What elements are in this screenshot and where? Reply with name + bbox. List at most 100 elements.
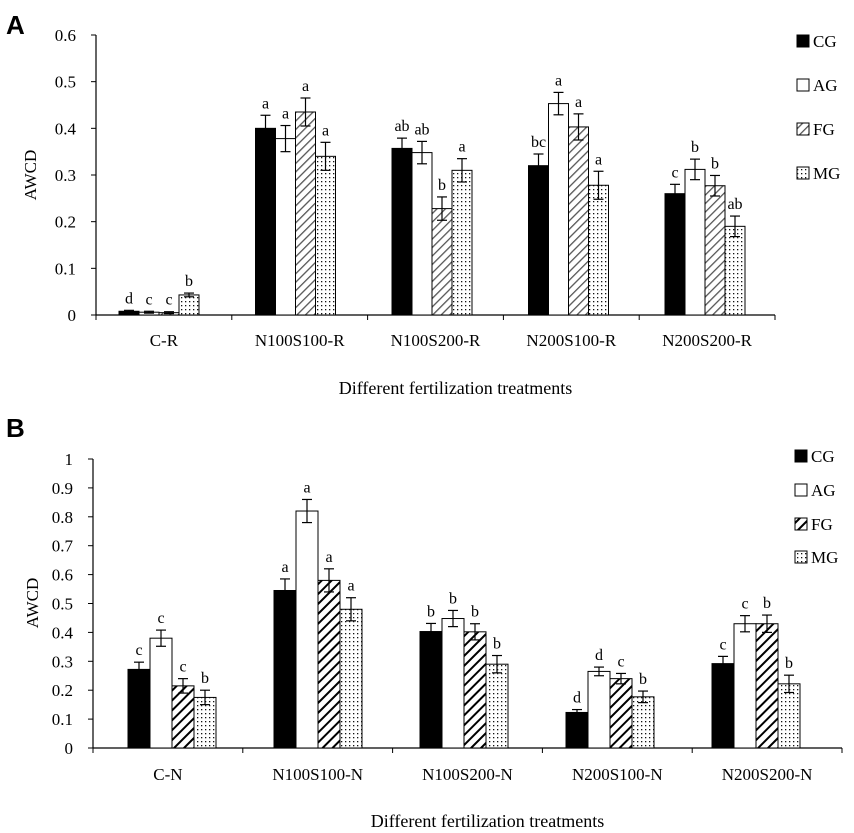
legend-label-cg: CG	[813, 32, 837, 51]
bar-mg	[178, 294, 200, 316]
bar-mg	[631, 696, 655, 749]
y-tick-label: 0.6	[52, 566, 73, 585]
bar-mg	[777, 683, 801, 749]
significance-letter: c	[179, 659, 186, 676]
bar-mg	[724, 225, 746, 316]
significance-letter: a	[262, 95, 269, 112]
y-tick-label: 0.3	[52, 652, 73, 671]
bar-mg	[339, 608, 363, 749]
significance-letter: b	[691, 139, 699, 156]
legend-label-mg: MG	[811, 548, 838, 567]
significance-letter: b	[201, 670, 209, 687]
significance-letter: b	[449, 590, 457, 607]
significance-letter: a	[458, 139, 465, 156]
bar-cg	[391, 147, 413, 316]
bar-ag	[684, 168, 706, 316]
bar-ag	[411, 152, 433, 316]
legend-label-cg: CG	[811, 447, 835, 466]
significance-letter: b	[427, 603, 435, 620]
significance-letter: b	[438, 177, 446, 194]
significance-letter: a	[575, 94, 582, 111]
legend-label-ag: AG	[813, 76, 838, 95]
bar-cg	[127, 668, 151, 749]
significance-letter: c	[157, 610, 164, 627]
significance-letter: c	[165, 292, 172, 309]
panel-label-a: A	[6, 10, 25, 40]
significance-letter: a	[322, 122, 329, 139]
bar-ag	[295, 510, 319, 749]
bar-ag	[548, 103, 569, 316]
bar-cg	[711, 663, 735, 749]
category-label: N200S200-R	[662, 331, 752, 350]
significance-letter: c	[135, 642, 142, 659]
category-label: N200S200-N	[722, 765, 813, 784]
bar-fg	[609, 678, 633, 749]
bar-ag	[441, 618, 465, 749]
significance-letter: ab	[394, 118, 409, 135]
significance-letter: a	[282, 106, 289, 123]
bar-cg	[273, 589, 297, 749]
bar-fg	[704, 185, 726, 316]
y-tick-label: 1	[65, 450, 74, 469]
significance-letter: bc	[531, 134, 546, 151]
significance-letter: b	[763, 595, 771, 612]
legend-swatch-mg	[796, 166, 810, 180]
bar-fg	[171, 685, 195, 749]
significance-letter: a	[595, 151, 602, 168]
significance-letter: b	[471, 604, 479, 621]
significance-letter: a	[347, 578, 354, 595]
bar-cg	[255, 127, 276, 316]
significance-letter: ab	[727, 196, 742, 213]
category-label: N100S200-N	[422, 765, 513, 784]
significance-letter: a	[281, 559, 288, 576]
bar-mg	[588, 184, 609, 316]
legend-label-mg: MG	[813, 164, 840, 183]
legend-swatch-cg	[796, 34, 810, 48]
significance-letter: a	[555, 72, 562, 89]
significance-letter: b	[785, 655, 793, 672]
x-axis-title: Different fertilization treatments	[339, 378, 573, 398]
y-tick-label: 0.5	[55, 73, 76, 92]
category-label: N100S200-R	[391, 331, 481, 350]
category-label: N100S100-R	[255, 331, 345, 350]
bar-mg	[315, 155, 336, 316]
bar-fg	[463, 631, 487, 749]
bar-ag	[149, 637, 173, 749]
y-tick-label: 0.4	[52, 623, 74, 642]
legend-swatch-fg	[796, 122, 810, 136]
bar-ag	[275, 138, 296, 316]
significance-letter: d	[595, 647, 603, 664]
chart-b: 00.10.20.30.40.50.60.70.80.91cabdccabdcc…	[23, 447, 843, 831]
significance-letter: c	[741, 596, 748, 613]
x-axis-title: Different fertilization treatments	[371, 811, 605, 831]
legend-label-fg: FG	[811, 515, 833, 534]
y-tick-label: 0.1	[55, 259, 76, 278]
y-tick-label: 0	[68, 306, 77, 325]
y-tick-label: 0.7	[52, 537, 74, 556]
bar-fg	[568, 126, 589, 316]
bar-cg	[565, 711, 589, 749]
significance-letter: d	[573, 690, 581, 707]
bar-cg	[528, 165, 549, 316]
bar-ag	[587, 670, 611, 749]
category-label: N200S100-N	[572, 765, 663, 784]
legend-swatch-ag	[794, 483, 808, 497]
y-axis-title: AWCD	[23, 578, 42, 629]
bar-ag	[733, 623, 757, 749]
significance-letter: b	[185, 273, 193, 290]
category-label: N100S100-N	[272, 765, 363, 784]
significance-letter: c	[719, 636, 726, 653]
chart-a: 00.10.20.30.40.50.6daabbcccaababcababbaa…	[21, 26, 840, 398]
significance-letter: c	[145, 291, 152, 308]
bar-fg	[317, 579, 341, 749]
y-tick-label: 0.8	[52, 508, 73, 527]
y-axis-title: AWCD	[21, 150, 40, 201]
significance-letter: b	[639, 671, 647, 688]
significance-letter: a	[325, 549, 332, 566]
bar-cg	[664, 193, 686, 316]
significance-letter: a	[303, 479, 310, 496]
significance-letter: b	[711, 155, 719, 172]
y-tick-label: 0.6	[55, 26, 76, 45]
panel-label-b: B	[6, 413, 25, 443]
